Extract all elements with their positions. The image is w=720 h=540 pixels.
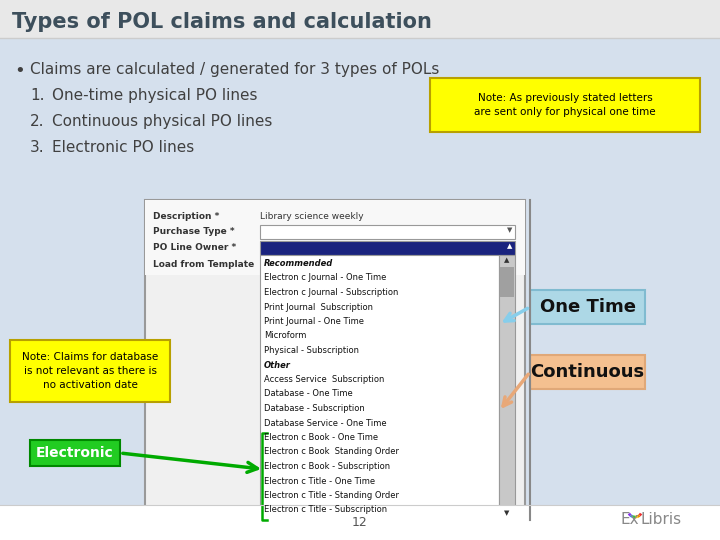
- Text: Types of POL claims and calculation: Types of POL claims and calculation: [12, 12, 432, 32]
- Text: Database - One Time: Database - One Time: [264, 389, 353, 399]
- Bar: [0, 0, 720, 38]
- Bar: [530, 355, 645, 389]
- Text: Electron c Journal - Subscription: Electron c Journal - Subscription: [264, 288, 398, 297]
- Text: ▲: ▲: [504, 257, 510, 263]
- Text: One-time physical PO lines: One-time physical PO lines: [52, 88, 258, 103]
- Text: Print Journal  Subscription: Print Journal Subscription: [264, 302, 373, 312]
- Text: Libris: Libris: [641, 512, 682, 528]
- Text: ▼: ▼: [504, 510, 510, 516]
- Text: Electron c Title - One Time: Electron c Title - One Time: [264, 476, 375, 485]
- Text: Electron c Journal - One Time: Electron c Journal - One Time: [264, 273, 387, 282]
- Text: Description *: Description *: [153, 212, 220, 221]
- Bar: [430, 78, 700, 132]
- Text: One Time: One Time: [539, 298, 636, 316]
- Text: Electron c Book - Subscription: Electron c Book - Subscription: [264, 462, 390, 471]
- Text: Library science weekly: Library science weekly: [260, 212, 364, 221]
- Text: •: •: [14, 62, 24, 80]
- Text: Database - Subscription: Database - Subscription: [264, 404, 365, 413]
- Text: Note: Claims for database
is not relevant as there is
no activation date: Note: Claims for database is not relevan…: [22, 352, 158, 390]
- Text: Electron c Book - One Time: Electron c Book - One Time: [264, 433, 378, 442]
- Text: Electronic: Electronic: [36, 446, 114, 460]
- Text: Recommended: Recommended: [264, 259, 333, 268]
- Bar: [500, 267, 514, 297]
- Text: Claims are calculated / generated for 3 types of POLs: Claims are calculated / generated for 3 …: [30, 62, 439, 77]
- Bar: [260, 255, 499, 518]
- Text: Microform: Microform: [264, 332, 307, 341]
- Text: 2.: 2.: [30, 114, 45, 129]
- Text: Ex: Ex: [620, 512, 639, 528]
- Bar: [260, 241, 515, 255]
- Bar: [145, 200, 525, 520]
- Text: ▲: ▲: [507, 243, 513, 249]
- Text: Electron c Title - Standing Order: Electron c Title - Standing Order: [264, 491, 399, 500]
- Text: Electron c Title - Subscription: Electron c Title - Subscription: [264, 505, 387, 515]
- Text: Access Service  Subscription: Access Service Subscription: [264, 375, 384, 384]
- Text: Print Journal - One Time: Print Journal - One Time: [264, 317, 364, 326]
- Text: Purchase Type *: Purchase Type *: [153, 227, 235, 236]
- Text: Continuous physical PO lines: Continuous physical PO lines: [52, 114, 272, 129]
- Text: 3.: 3.: [30, 140, 45, 155]
- Bar: [499, 255, 515, 518]
- Bar: [30, 440, 120, 466]
- Text: Other: Other: [264, 361, 291, 369]
- Text: Electronic PO lines: Electronic PO lines: [52, 140, 194, 155]
- Text: Database Service - One Time: Database Service - One Time: [264, 418, 387, 428]
- Text: Electron c Book  Standing Order: Electron c Book Standing Order: [264, 448, 399, 456]
- Text: PO Line Owner *: PO Line Owner *: [153, 243, 236, 252]
- Bar: [260, 225, 515, 239]
- Bar: [10, 340, 170, 402]
- Text: 12: 12: [352, 516, 368, 529]
- Bar: [530, 290, 645, 324]
- Text: Physical - Subscription: Physical - Subscription: [264, 346, 359, 355]
- Text: ▼: ▼: [507, 227, 513, 233]
- Bar: [145, 200, 525, 275]
- Text: Note: As previously stated letters
are sent only for physical one time: Note: As previously stated letters are s…: [474, 93, 656, 117]
- Text: Load from Template: Load from Template: [153, 260, 254, 269]
- Text: 1.: 1.: [30, 88, 45, 103]
- Bar: [0, 505, 720, 540]
- Text: Continuous: Continuous: [531, 363, 644, 381]
